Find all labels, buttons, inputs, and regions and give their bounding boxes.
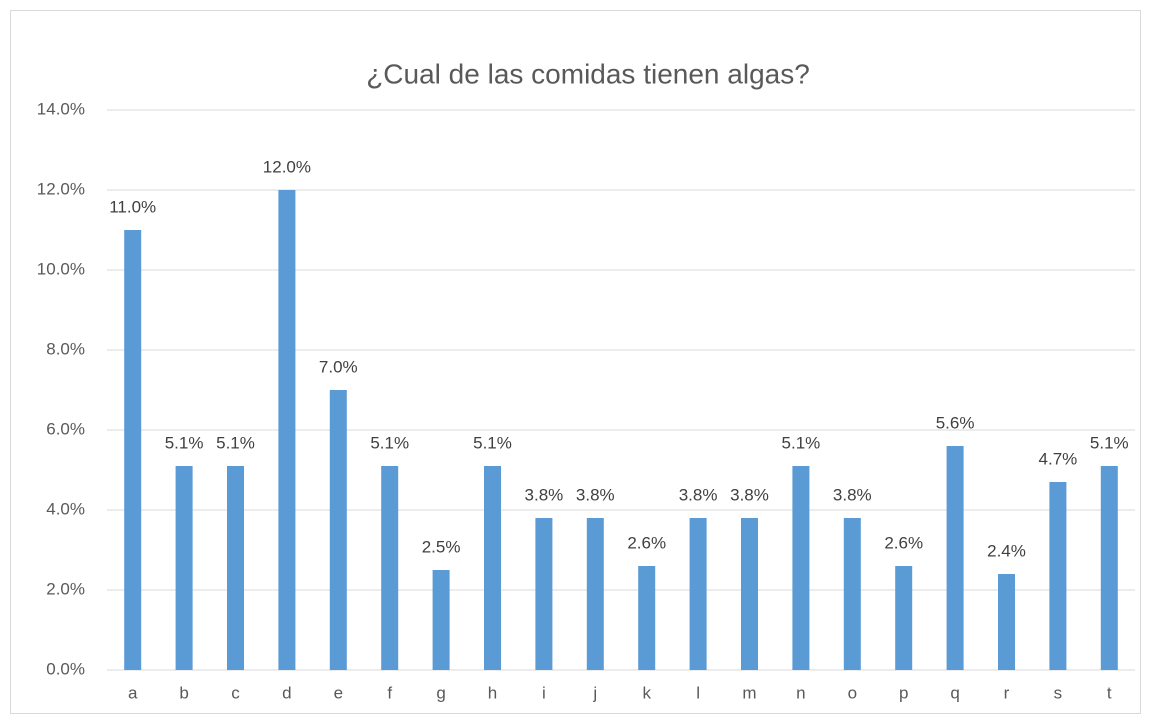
x-tick-label: j (592, 683, 597, 702)
bar (381, 466, 399, 670)
x-tick-label: k (642, 683, 651, 702)
data-label: 11.0% (109, 197, 156, 216)
bar (1100, 466, 1118, 670)
chart-title: ¿Cual de las comidas tienen algas? (366, 58, 810, 89)
x-tick-label: f (387, 683, 392, 702)
y-tick-label: 10.0% (37, 259, 85, 278)
bar (998, 574, 1015, 670)
bar (329, 390, 347, 670)
data-label: 3.8% (730, 485, 769, 504)
data-label: 5.1% (782, 433, 821, 452)
y-tick-label: 0.0% (46, 659, 85, 678)
y-tick-label: 2.0% (46, 579, 85, 598)
y-tick-label: 12.0% (37, 179, 85, 198)
data-label: 2.4% (987, 541, 1026, 560)
x-tick-label: b (179, 683, 188, 702)
data-label: 7.0% (319, 357, 358, 376)
data-label: 3.8% (833, 485, 872, 504)
x-tick-label: h (488, 683, 497, 702)
data-label: 4.7% (1039, 449, 1078, 468)
x-tick-label: o (848, 683, 857, 702)
data-label: 12.0% (263, 157, 311, 176)
bar (484, 466, 501, 670)
data-label: 5.1% (1090, 433, 1129, 452)
data-label: 3.8% (679, 485, 718, 504)
data-label: 5.6% (936, 413, 975, 432)
bar (432, 570, 450, 670)
data-label: 2.5% (422, 537, 461, 556)
bar (843, 518, 861, 670)
y-tick-label: 8.0% (46, 339, 85, 358)
data-label: 3.8% (525, 485, 564, 504)
bar (689, 518, 707, 670)
x-tick-label: i (542, 683, 546, 702)
x-tick-label: q (950, 683, 959, 702)
x-tick-label: d (282, 683, 291, 702)
bar (1049, 482, 1067, 670)
x-tick-label: g (436, 683, 445, 702)
x-tick-label: m (742, 683, 756, 702)
bar (124, 230, 142, 670)
data-label: 2.6% (627, 533, 666, 552)
data-label: 5.1% (473, 433, 512, 452)
bar (741, 518, 758, 670)
bar (792, 466, 810, 670)
x-tick-label: n (796, 683, 805, 702)
y-tick-label: 14.0% (37, 99, 85, 118)
x-tick-label: s (1054, 683, 1063, 702)
y-tick-label: 6.0% (46, 419, 85, 438)
bar (278, 190, 296, 670)
bar (895, 566, 913, 670)
x-tick-label: a (128, 683, 138, 702)
y-tick-label: 4.0% (46, 499, 85, 518)
bar (175, 466, 193, 670)
data-label: 5.1% (165, 433, 204, 452)
bar (227, 466, 244, 670)
bar (535, 518, 553, 670)
data-label: 3.8% (576, 485, 615, 504)
x-tick-label: p (899, 683, 908, 702)
x-tick-label: t (1107, 683, 1112, 702)
x-tick-label: r (1004, 683, 1010, 702)
data-label: 5.1% (370, 433, 409, 452)
x-tick-label: c (231, 683, 240, 702)
bar (638, 566, 656, 670)
bar (586, 518, 604, 670)
x-tick-label: e (334, 683, 343, 702)
bar (946, 446, 964, 670)
x-tick-label: l (696, 683, 700, 702)
data-label: 2.6% (884, 533, 923, 552)
data-label: 5.1% (216, 433, 255, 452)
